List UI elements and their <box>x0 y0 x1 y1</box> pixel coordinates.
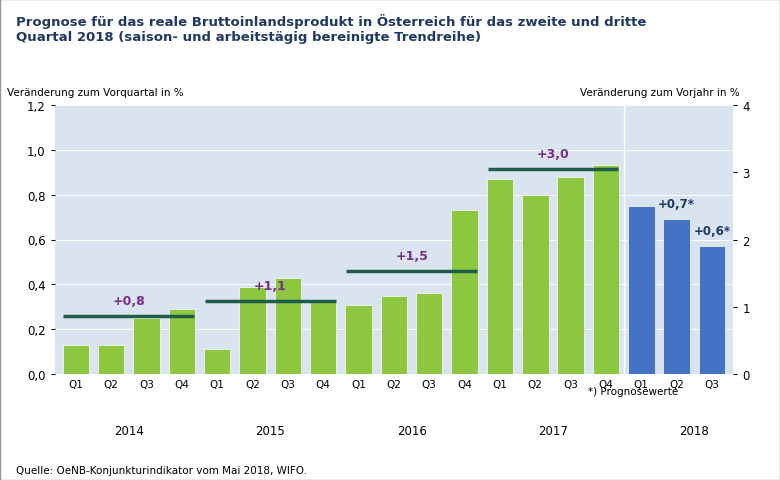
Bar <box>381 296 407 374</box>
Bar <box>664 220 690 374</box>
Text: 2016: 2016 <box>397 424 427 437</box>
Bar <box>62 345 89 374</box>
Bar <box>204 350 230 374</box>
Bar <box>168 310 195 374</box>
Bar <box>98 345 124 374</box>
Text: +3,0: +3,0 <box>537 147 569 160</box>
Text: +1,5: +1,5 <box>395 250 428 263</box>
Bar <box>346 305 372 374</box>
Bar <box>487 180 513 374</box>
Text: +0,8: +0,8 <box>112 294 145 307</box>
Bar <box>452 211 478 374</box>
Text: 2014: 2014 <box>114 424 144 437</box>
Text: Quelle: OeNB-Konjunkturindikator vom Mai 2018, WIFO.: Quelle: OeNB-Konjunkturindikator vom Mai… <box>16 465 307 475</box>
Text: +0,6*: +0,6* <box>693 225 731 238</box>
Text: +0,7*: +0,7* <box>658 198 695 211</box>
Text: 2017: 2017 <box>538 424 568 437</box>
Bar <box>239 287 266 374</box>
Bar <box>275 278 301 374</box>
Bar <box>133 318 160 374</box>
Text: *) Prognosewerte: *) Prognosewerte <box>588 386 679 396</box>
Text: 2015: 2015 <box>255 424 285 437</box>
Text: +1,1: +1,1 <box>254 280 286 293</box>
Bar <box>699 247 725 374</box>
Text: Prognose für das reale Bruttoinlandsprodukt in Österreich für das zweite und dri: Prognose für das reale Bruttoinlandsprod… <box>16 14 646 44</box>
Bar <box>593 166 619 374</box>
Text: Veränderung zum Vorquartal in %: Veränderung zum Vorquartal in % <box>7 87 184 97</box>
Bar <box>522 195 548 374</box>
Bar <box>558 177 584 374</box>
Bar <box>416 294 442 374</box>
Bar <box>628 206 654 374</box>
Text: 2018: 2018 <box>679 424 709 437</box>
Text: Veränderung zum Vorjahr in %: Veränderung zum Vorjahr in % <box>580 87 740 97</box>
Bar <box>310 303 336 374</box>
